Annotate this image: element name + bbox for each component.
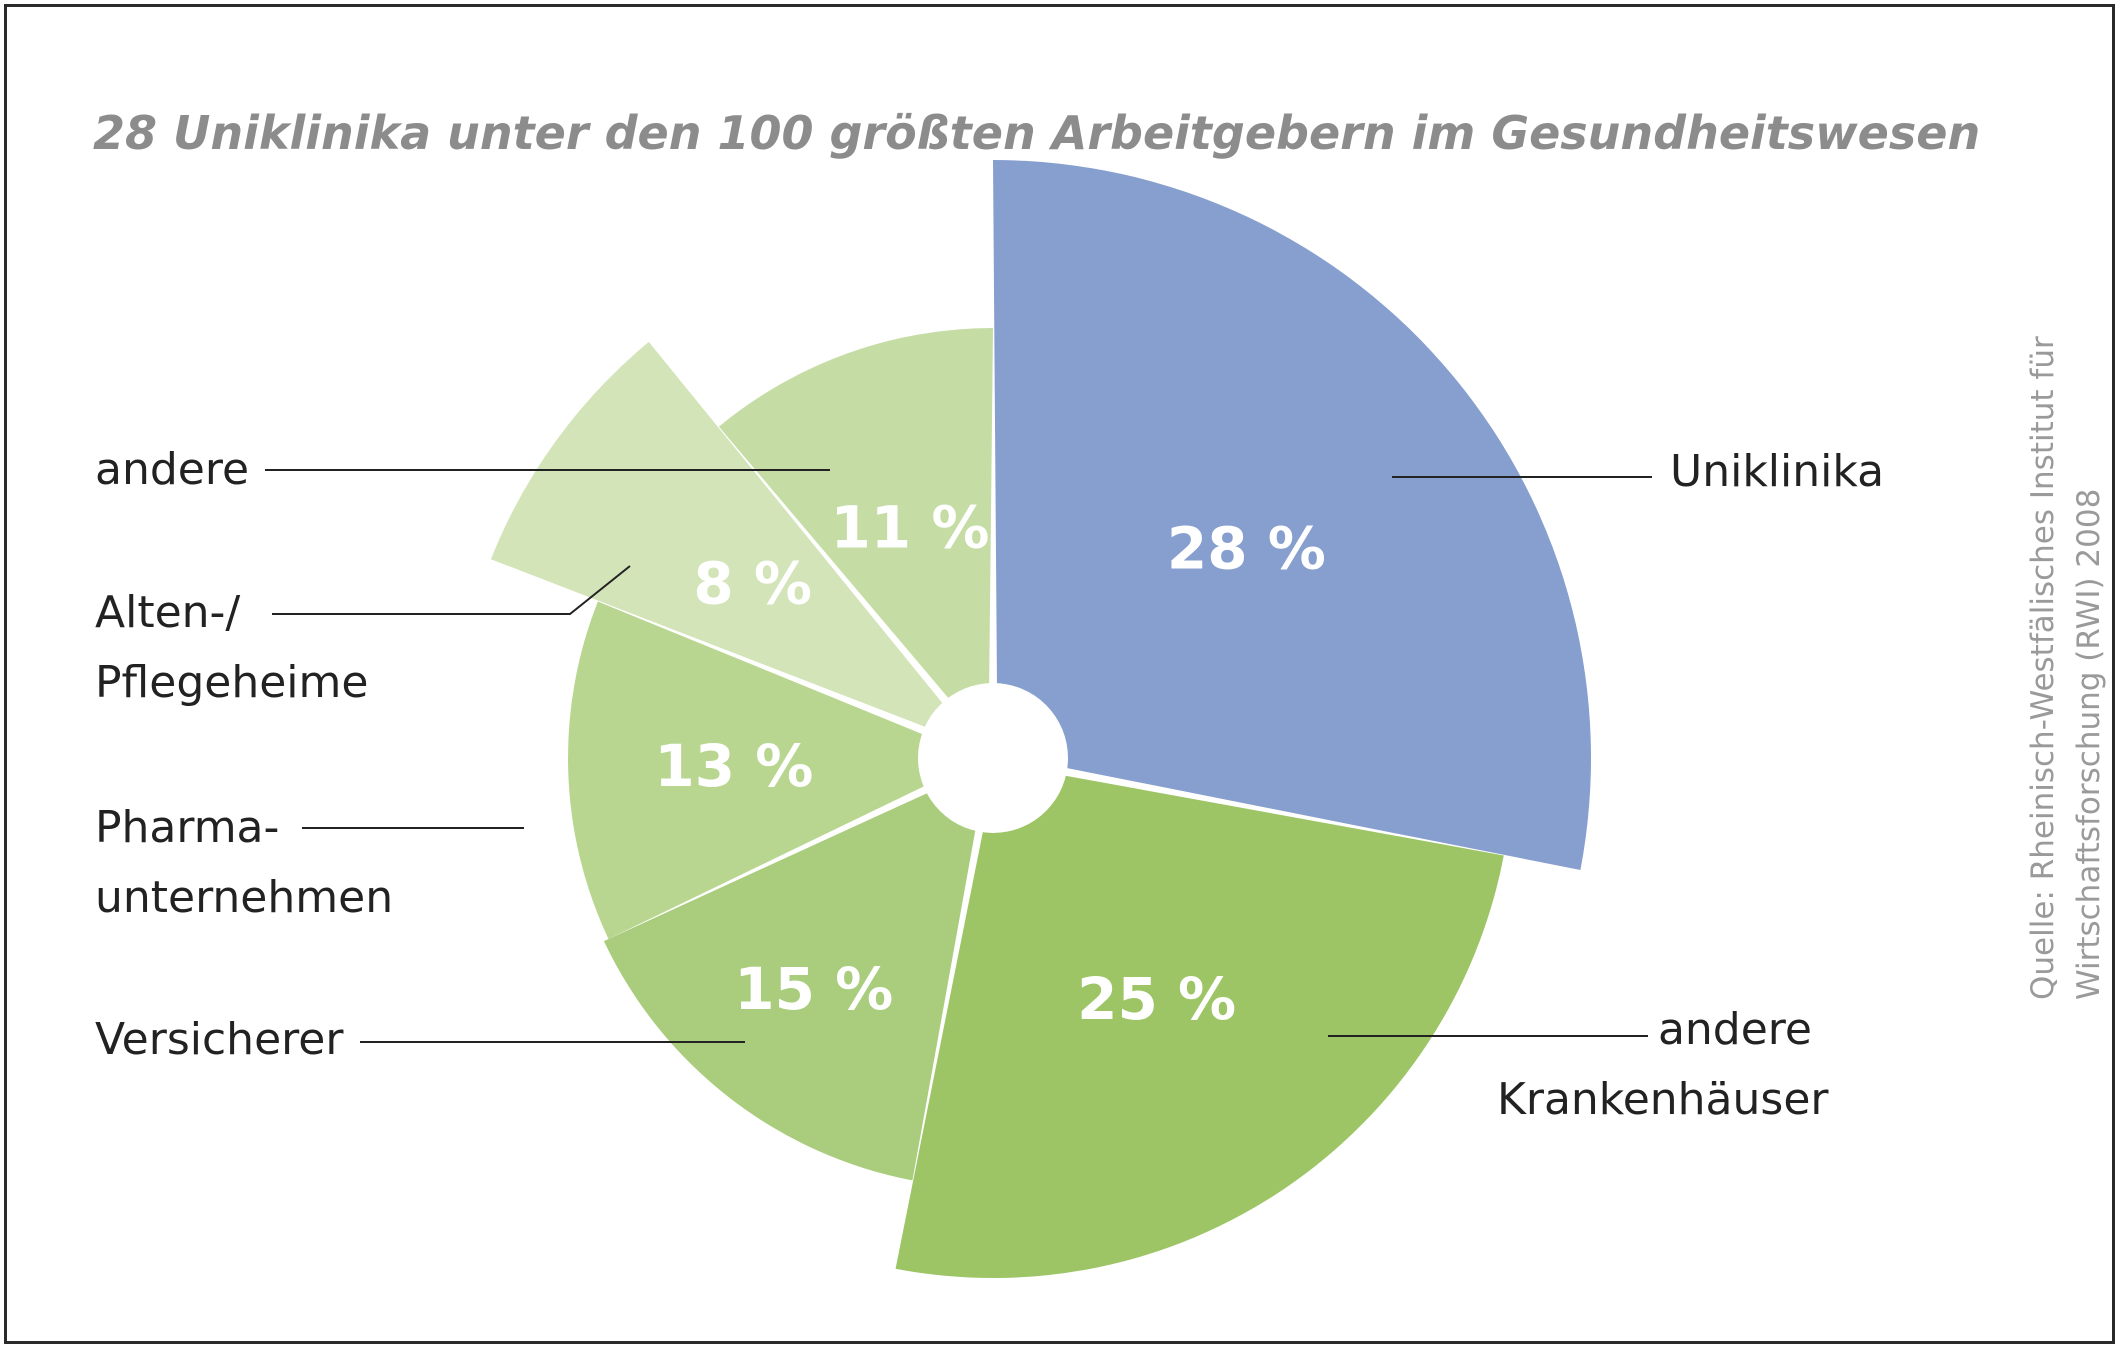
value-label-2: 25 % [1077,965,1236,1033]
chart-title: 28 Uniklinika unter den 100 größten Arbe… [93,106,1981,160]
category-label-versicherer: Versicherer [95,1014,344,1065]
slice-4 [568,601,982,939]
center-hole [918,683,1068,833]
slice-5 [490,341,979,748]
slice-1 [993,160,1592,871]
slice-6 [718,328,993,746]
category-label-uniklinika: Uniklinika [1670,446,1885,497]
chart-frame [4,4,2115,1344]
slice-3 [603,765,987,1181]
value-label-6: 11 % [830,493,989,561]
category-label-andere: andere [95,444,250,495]
value-label-3: 15 % [734,955,893,1023]
leader-line-5 [272,565,631,615]
category-label-alten-pflegeheime: Alten-/ Pflegeheime [95,587,369,708]
slice-2 [895,763,1504,1279]
value-label-1: 28 % [1167,514,1326,582]
value-label-5: 8 % [693,549,812,617]
category-label-pharmaunternehmen: Pharma- unternehmen [95,802,394,923]
category-label-andere-krankenhaeuser: andere Krankenhäuser [1497,1004,1829,1125]
value-label-4: 13 % [654,732,813,800]
